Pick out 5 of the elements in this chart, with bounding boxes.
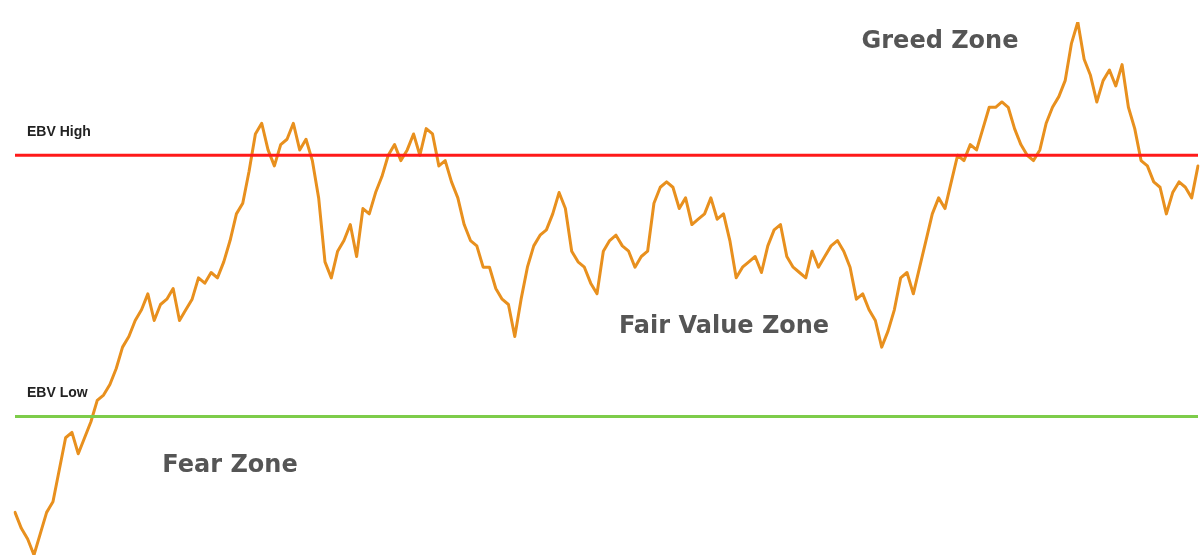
annotation: Fear Zone: [162, 450, 298, 479]
annotation: Fair Value Zone: [618, 311, 830, 340]
ref-line-label: EBV Low: [27, 384, 88, 401]
annotation: Greed Zone: [861, 26, 1019, 55]
ref-line-label: EBV High: [27, 123, 91, 140]
